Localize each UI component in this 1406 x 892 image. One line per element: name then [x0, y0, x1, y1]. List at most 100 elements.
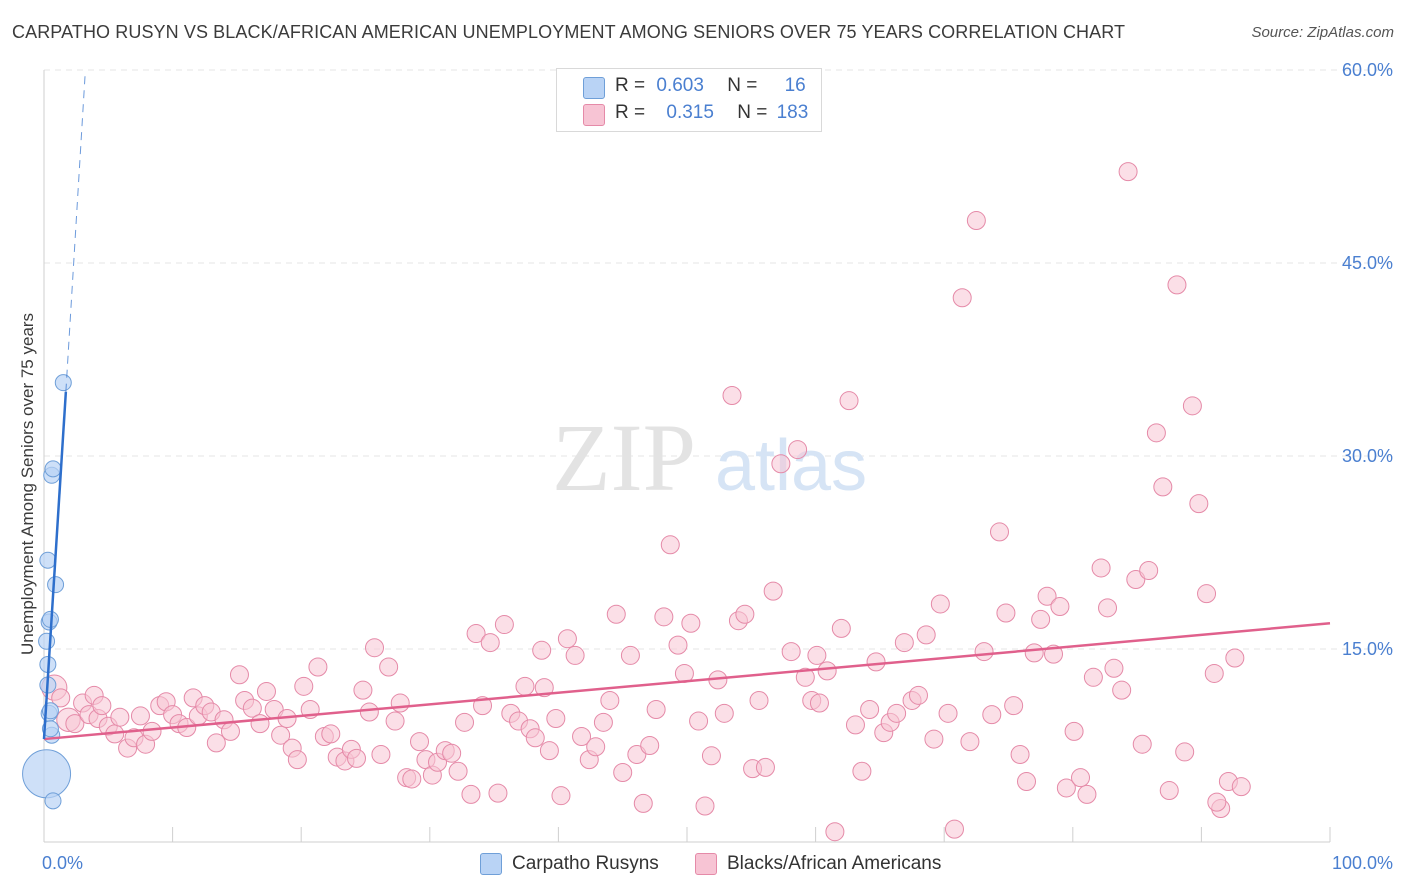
black-point: [989, 522, 1009, 542]
black-point: [633, 793, 653, 813]
black-point: [1104, 658, 1124, 678]
black-point: [1153, 477, 1173, 497]
black-point: [308, 657, 328, 677]
black-point: [894, 633, 914, 653]
black-point: [845, 715, 865, 735]
black-point: [220, 721, 240, 741]
black-point: [572, 726, 592, 746]
black-point: [532, 640, 552, 660]
black-point: [365, 638, 385, 658]
legend-swatch-blue: [480, 853, 502, 875]
black-point: [110, 707, 130, 727]
n-value: 16: [784, 75, 806, 96]
black-point: [371, 745, 391, 765]
black-point: [1004, 696, 1024, 716]
black-point: [1132, 734, 1152, 754]
y-tick-labels: 15.0% 30.0% 45.0% 60.0%: [1342, 60, 1393, 659]
n-value: 183: [776, 102, 809, 123]
carpatho-trend-extension: [65, 73, 86, 392]
black-point: [242, 698, 262, 718]
black-point: [966, 211, 986, 231]
black-point: [557, 629, 577, 649]
black-point: [1083, 667, 1103, 687]
black-point: [974, 642, 994, 662]
grid-lines: [44, 69, 1395, 650]
pink-series-points: [41, 162, 1251, 842]
black-point: [952, 288, 972, 308]
black-point: [1159, 781, 1179, 801]
black-point: [825, 822, 845, 842]
black-point: [455, 712, 475, 732]
legend-stats: R = 0.603 N = 16: [615, 75, 806, 97]
legend-swatch-pink: [695, 853, 717, 875]
black-point: [1175, 742, 1195, 762]
black-point: [448, 761, 468, 781]
black-point: [206, 733, 226, 753]
black-point: [916, 625, 936, 645]
legend-stats: R = 0.315 N = 183: [615, 102, 808, 124]
black-point: [1098, 598, 1118, 618]
carpatho-point: [22, 749, 72, 799]
carpatho-point: [47, 576, 65, 594]
black-point: [660, 535, 680, 555]
black-point: [130, 706, 150, 726]
black-point: [586, 737, 606, 757]
black-point: [385, 711, 405, 731]
black-point: [620, 645, 640, 665]
black-point: [1112, 680, 1132, 700]
black-point: [546, 708, 566, 728]
black-point: [1225, 648, 1245, 668]
black-point: [229, 665, 249, 685]
black-point: [701, 746, 721, 766]
watermark-zip: ZIP: [552, 404, 696, 511]
black-point: [539, 741, 559, 761]
black-point: [1056, 778, 1076, 798]
black-point: [908, 685, 928, 705]
black-point: [1037, 586, 1057, 606]
black-point: [749, 690, 769, 710]
legend-label: Carpatho Rusyns: [512, 853, 659, 874]
black-point: [256, 681, 276, 701]
black-point: [294, 676, 314, 696]
black-point: [1064, 721, 1084, 741]
black-point: [606, 604, 626, 624]
carpatho-point: [39, 551, 57, 569]
black-point: [668, 635, 688, 655]
y-tick-label: 60.0%: [1342, 60, 1393, 80]
black-point: [839, 391, 859, 411]
black-point: [781, 642, 801, 662]
black-point: [1017, 772, 1037, 792]
black-point: [654, 607, 674, 627]
carpatho-point: [44, 792, 62, 810]
y-axis-label: Unemployment Among Seniors over 75 years: [18, 312, 37, 655]
black-point: [287, 750, 307, 770]
black-point: [390, 693, 410, 713]
black-point: [1146, 423, 1166, 443]
black-point: [613, 763, 633, 783]
black-point: [466, 624, 486, 644]
black-point: [852, 761, 872, 781]
black-point: [461, 784, 481, 804]
carpatho-point: [54, 374, 72, 392]
black-point: [714, 703, 734, 723]
black-point: [480, 633, 500, 653]
black-point: [565, 645, 585, 665]
black-point: [996, 603, 1016, 623]
black-point: [763, 581, 783, 601]
black-point: [1189, 494, 1209, 514]
black-point: [1024, 643, 1044, 663]
black-point: [402, 769, 422, 789]
black-point: [689, 711, 709, 731]
legend-label: Blacks/African Americans: [727, 853, 942, 874]
stats-legend: R = 0.603 N = 16 R = 0.315 N = 183: [556, 68, 822, 132]
y-tick-label: 30.0%: [1342, 446, 1393, 466]
black-point: [860, 699, 880, 719]
black-point: [271, 725, 291, 745]
black-point: [359, 702, 379, 722]
black-point: [1231, 777, 1251, 797]
black-point: [1010, 745, 1030, 765]
carpatho-point: [38, 632, 56, 650]
trend-lines: [42, 73, 1331, 741]
black-point: [346, 748, 366, 768]
